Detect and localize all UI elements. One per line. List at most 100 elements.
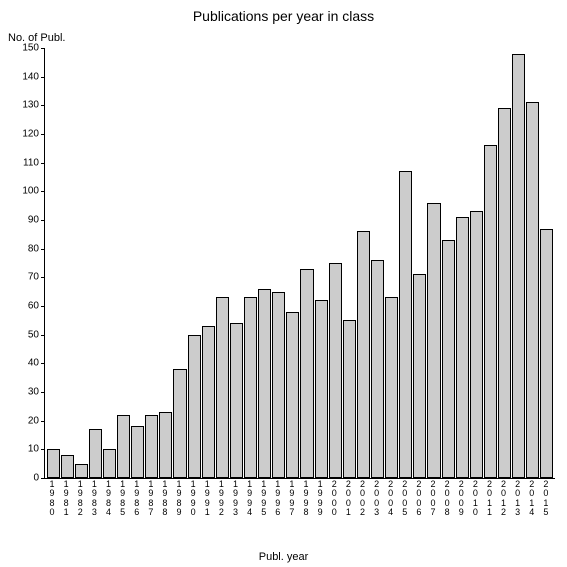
y-tick-label: 140 xyxy=(9,71,39,82)
y-tick-label: 80 xyxy=(9,243,39,254)
x-tick-label: 1991 xyxy=(201,480,214,518)
y-tick-label: 150 xyxy=(9,43,39,54)
bar xyxy=(244,297,257,478)
y-tick-mark xyxy=(41,478,45,479)
x-tick-label: 2015 xyxy=(539,480,552,518)
bar xyxy=(117,415,130,478)
bar xyxy=(484,145,497,478)
y-tick-mark xyxy=(41,306,45,307)
bar xyxy=(173,369,186,478)
y-tick-mark xyxy=(41,77,45,78)
x-tick-label: 1982 xyxy=(74,480,87,518)
bar xyxy=(188,335,201,478)
x-tick-label: 2006 xyxy=(412,480,425,518)
bar xyxy=(258,289,271,478)
y-tick-mark xyxy=(41,48,45,49)
bar xyxy=(427,203,440,478)
x-tick-label: 2002 xyxy=(356,480,369,518)
bar xyxy=(413,274,426,478)
bar xyxy=(145,415,158,478)
x-tick-label: 1999 xyxy=(314,480,327,518)
x-tick-label: 1987 xyxy=(144,480,157,518)
y-tick-label: 10 xyxy=(9,444,39,455)
y-tick-mark xyxy=(41,363,45,364)
bar xyxy=(357,231,370,478)
x-tick-label: 1993 xyxy=(229,480,242,518)
bar xyxy=(47,449,60,478)
y-tick-mark xyxy=(41,335,45,336)
chart-title: Publications per year in class xyxy=(0,8,567,24)
bar xyxy=(286,312,299,478)
bar xyxy=(512,54,525,478)
y-tick-label: 70 xyxy=(9,272,39,283)
y-tick-label: 90 xyxy=(9,215,39,226)
bar xyxy=(202,326,215,478)
x-tick-label: 2014 xyxy=(525,480,538,518)
plot-area: 0102030405060708090100110120130140150 xyxy=(44,48,555,479)
x-tick-label: 2013 xyxy=(511,480,524,518)
x-tick-row: 1980198119821983198419851986198719881989… xyxy=(44,480,554,518)
x-tick-label: 2008 xyxy=(441,480,454,518)
y-tick-mark xyxy=(41,421,45,422)
x-tick-label: 2011 xyxy=(483,480,496,518)
bar xyxy=(498,108,511,478)
y-tick-label: 120 xyxy=(9,129,39,140)
x-tick-label: 2004 xyxy=(384,480,397,518)
x-tick-label: 1985 xyxy=(116,480,129,518)
x-tick-label: 2001 xyxy=(342,480,355,518)
x-tick-label: 1983 xyxy=(88,480,101,518)
x-tick-label: 1988 xyxy=(158,480,171,518)
bar xyxy=(399,171,412,478)
y-tick-label: 0 xyxy=(9,473,39,484)
y-tick-label: 100 xyxy=(9,186,39,197)
bar xyxy=(103,449,116,478)
bar xyxy=(230,323,243,478)
x-tick-label: 2012 xyxy=(497,480,510,518)
x-tick-label: 2009 xyxy=(455,480,468,518)
y-tick-mark xyxy=(41,191,45,192)
bar xyxy=(329,263,342,478)
bar xyxy=(216,297,229,478)
x-tick-label: 1989 xyxy=(172,480,185,518)
bar xyxy=(75,464,88,478)
x-tick-label: 1995 xyxy=(257,480,270,518)
y-tick-label: 60 xyxy=(9,301,39,312)
bar xyxy=(300,269,313,478)
chart-container: Publications per year in class No. of Pu… xyxy=(0,0,567,567)
x-tick-label: 2007 xyxy=(426,480,439,518)
y-tick-mark xyxy=(41,249,45,250)
x-tick-label: 1981 xyxy=(60,480,73,518)
y-tick-mark xyxy=(41,449,45,450)
bar xyxy=(526,102,539,478)
bar xyxy=(385,297,398,478)
bar xyxy=(61,455,74,478)
x-axis-label: Publ. year xyxy=(0,551,567,563)
y-tick-label: 30 xyxy=(9,387,39,398)
x-tick-label: 2010 xyxy=(469,480,482,518)
y-tick-label: 110 xyxy=(9,157,39,168)
x-tick-label: 1997 xyxy=(285,480,298,518)
y-tick-mark xyxy=(41,134,45,135)
x-tick-label: 1994 xyxy=(243,480,256,518)
x-tick-label: 1996 xyxy=(271,480,284,518)
x-tick-label: 1992 xyxy=(215,480,228,518)
y-tick-mark xyxy=(41,163,45,164)
y-tick-label: 130 xyxy=(9,100,39,111)
bar xyxy=(315,300,328,478)
x-tick-label: 1980 xyxy=(46,480,59,518)
bar xyxy=(371,260,384,478)
x-tick-label: 1998 xyxy=(299,480,312,518)
x-tick-label: 1986 xyxy=(130,480,143,518)
x-tick-label: 2000 xyxy=(328,480,341,518)
y-tick-mark xyxy=(41,220,45,221)
bar xyxy=(272,292,285,478)
x-tick-label: 1990 xyxy=(187,480,200,518)
bar xyxy=(89,429,102,478)
x-tick-label: 2003 xyxy=(370,480,383,518)
y-tick-label: 40 xyxy=(9,358,39,369)
bars-group xyxy=(45,48,555,478)
bar xyxy=(131,426,144,478)
y-tick-label: 20 xyxy=(9,415,39,426)
bar xyxy=(540,229,553,478)
bar xyxy=(442,240,455,478)
